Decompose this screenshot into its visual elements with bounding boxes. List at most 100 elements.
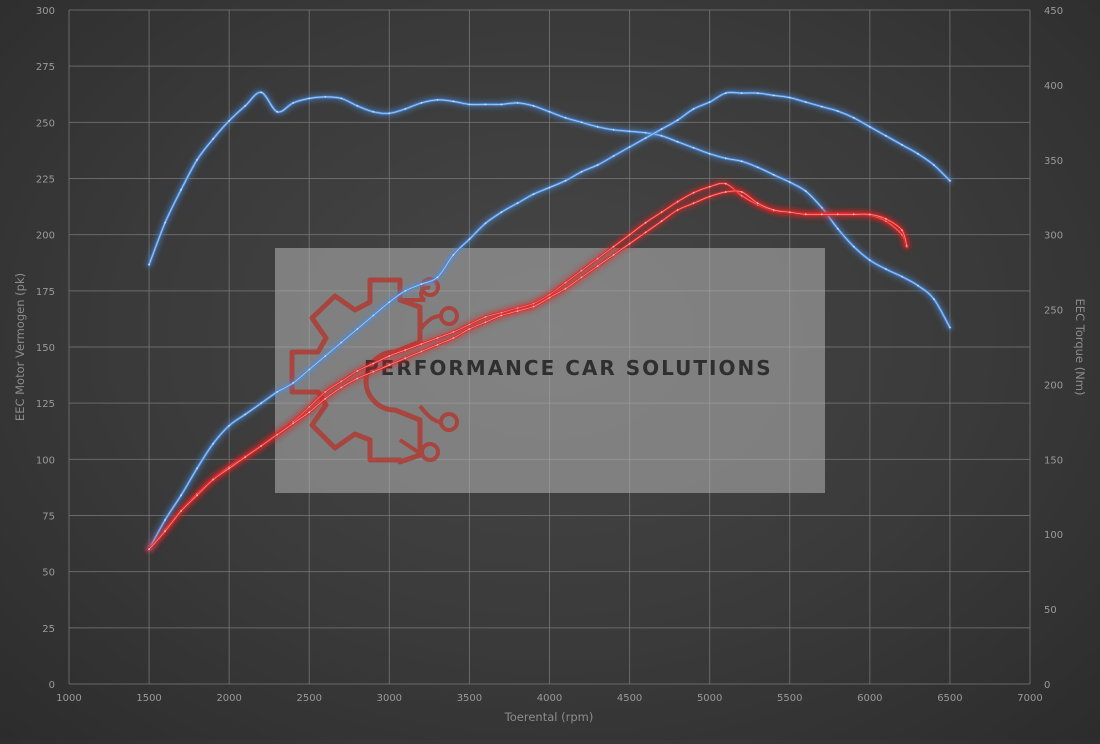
y-left-tick-label: 200 [36,231,55,242]
series-point [548,186,551,189]
series-point [580,276,583,279]
series-point [708,185,711,188]
series-point [885,134,887,137]
series-point [804,101,807,103]
series-point [596,257,599,260]
x-tick-label: 2500 [297,693,322,704]
series-point [788,96,791,99]
x-tick-label: 4000 [537,693,562,704]
y-right-tick-label: 450 [1044,6,1063,17]
series-point [949,326,951,329]
x-tick-label: 6000 [857,693,882,704]
series-point [580,269,583,272]
series-point [628,146,631,148]
series-point [244,105,247,107]
series-point [772,94,775,97]
series-point [596,125,599,128]
series-point [917,284,919,287]
series-point [917,152,919,155]
x-tick-label: 3500 [457,693,482,704]
series-point [404,289,407,292]
series-point [356,105,359,107]
series-point [308,406,311,408]
series-point [708,195,711,198]
series-3 [146,188,910,552]
x-tick-label: 1000 [56,693,81,704]
series-point [564,116,567,119]
y-right-tick-label: 50 [1044,605,1057,616]
series-point [372,314,375,317]
series-point [756,166,759,169]
y-right-tick-label: 100 [1044,530,1063,541]
series-point [740,194,743,197]
series-point [388,364,391,366]
series-point [868,259,871,261]
series-point [676,140,679,143]
x-tick-label: 7000 [1017,693,1042,704]
series-point [228,467,231,470]
series-point [324,391,327,393]
y-axis-left-label: EEC Motor Vermogen (pk) [13,273,27,421]
series-point [324,96,327,98]
series-point [356,370,359,372]
series-point [436,99,439,101]
series-point [468,103,471,106]
series-point [660,134,663,137]
series-point [372,370,375,373]
series-point [484,103,487,106]
x-tick-label: 4500 [617,693,642,704]
series-point [276,391,279,393]
series-point [644,137,647,140]
series-point [500,211,503,214]
y-left-tick-label: 225 [36,175,55,186]
series-point [260,91,263,94]
series-point [420,350,423,353]
series-point [564,179,567,182]
series-point [180,494,183,497]
series-point [452,331,455,333]
series [146,89,953,552]
series-point [452,100,455,103]
series-point [228,119,231,122]
y-right-tick-label: 250 [1044,306,1063,317]
y-right-tick-label: 350 [1044,156,1063,167]
series-point [660,211,663,214]
y-right-tick-label: 300 [1044,231,1063,242]
series-point [532,305,535,308]
series-point [212,442,215,445]
series-point [372,110,375,113]
series-point [580,170,583,173]
y-left-tick-label: 0 [49,680,55,691]
series-point [356,377,359,380]
series-point [901,229,903,232]
series-point [340,386,343,389]
series-point [885,218,887,220]
series-point [212,478,215,481]
series-point [836,227,839,230]
series-point [612,155,615,157]
series-point [676,200,679,203]
series-0 [146,89,953,330]
y-left-tick-label: 175 [36,287,55,298]
series-point [772,209,775,211]
series-point [308,411,311,414]
series-point [836,110,839,112]
series-point [196,467,199,470]
series-point [692,202,695,205]
series-point [852,245,855,248]
series-point [692,108,695,110]
y-left-tick-label: 250 [36,118,55,129]
series-point [260,402,263,405]
series-point [852,213,855,216]
series-point [692,146,695,149]
y-left-tick-label: 125 [36,399,55,410]
series-2 [146,89,953,552]
series-point [740,92,743,94]
gear-circuit-icon [289,277,459,465]
watermark-text: PERFORMANCE CAR SOLUTIONS [364,356,773,380]
y-right-tick-label: 400 [1044,81,1063,92]
series-point [244,413,247,416]
series-point [564,287,567,290]
series-point [660,128,663,131]
